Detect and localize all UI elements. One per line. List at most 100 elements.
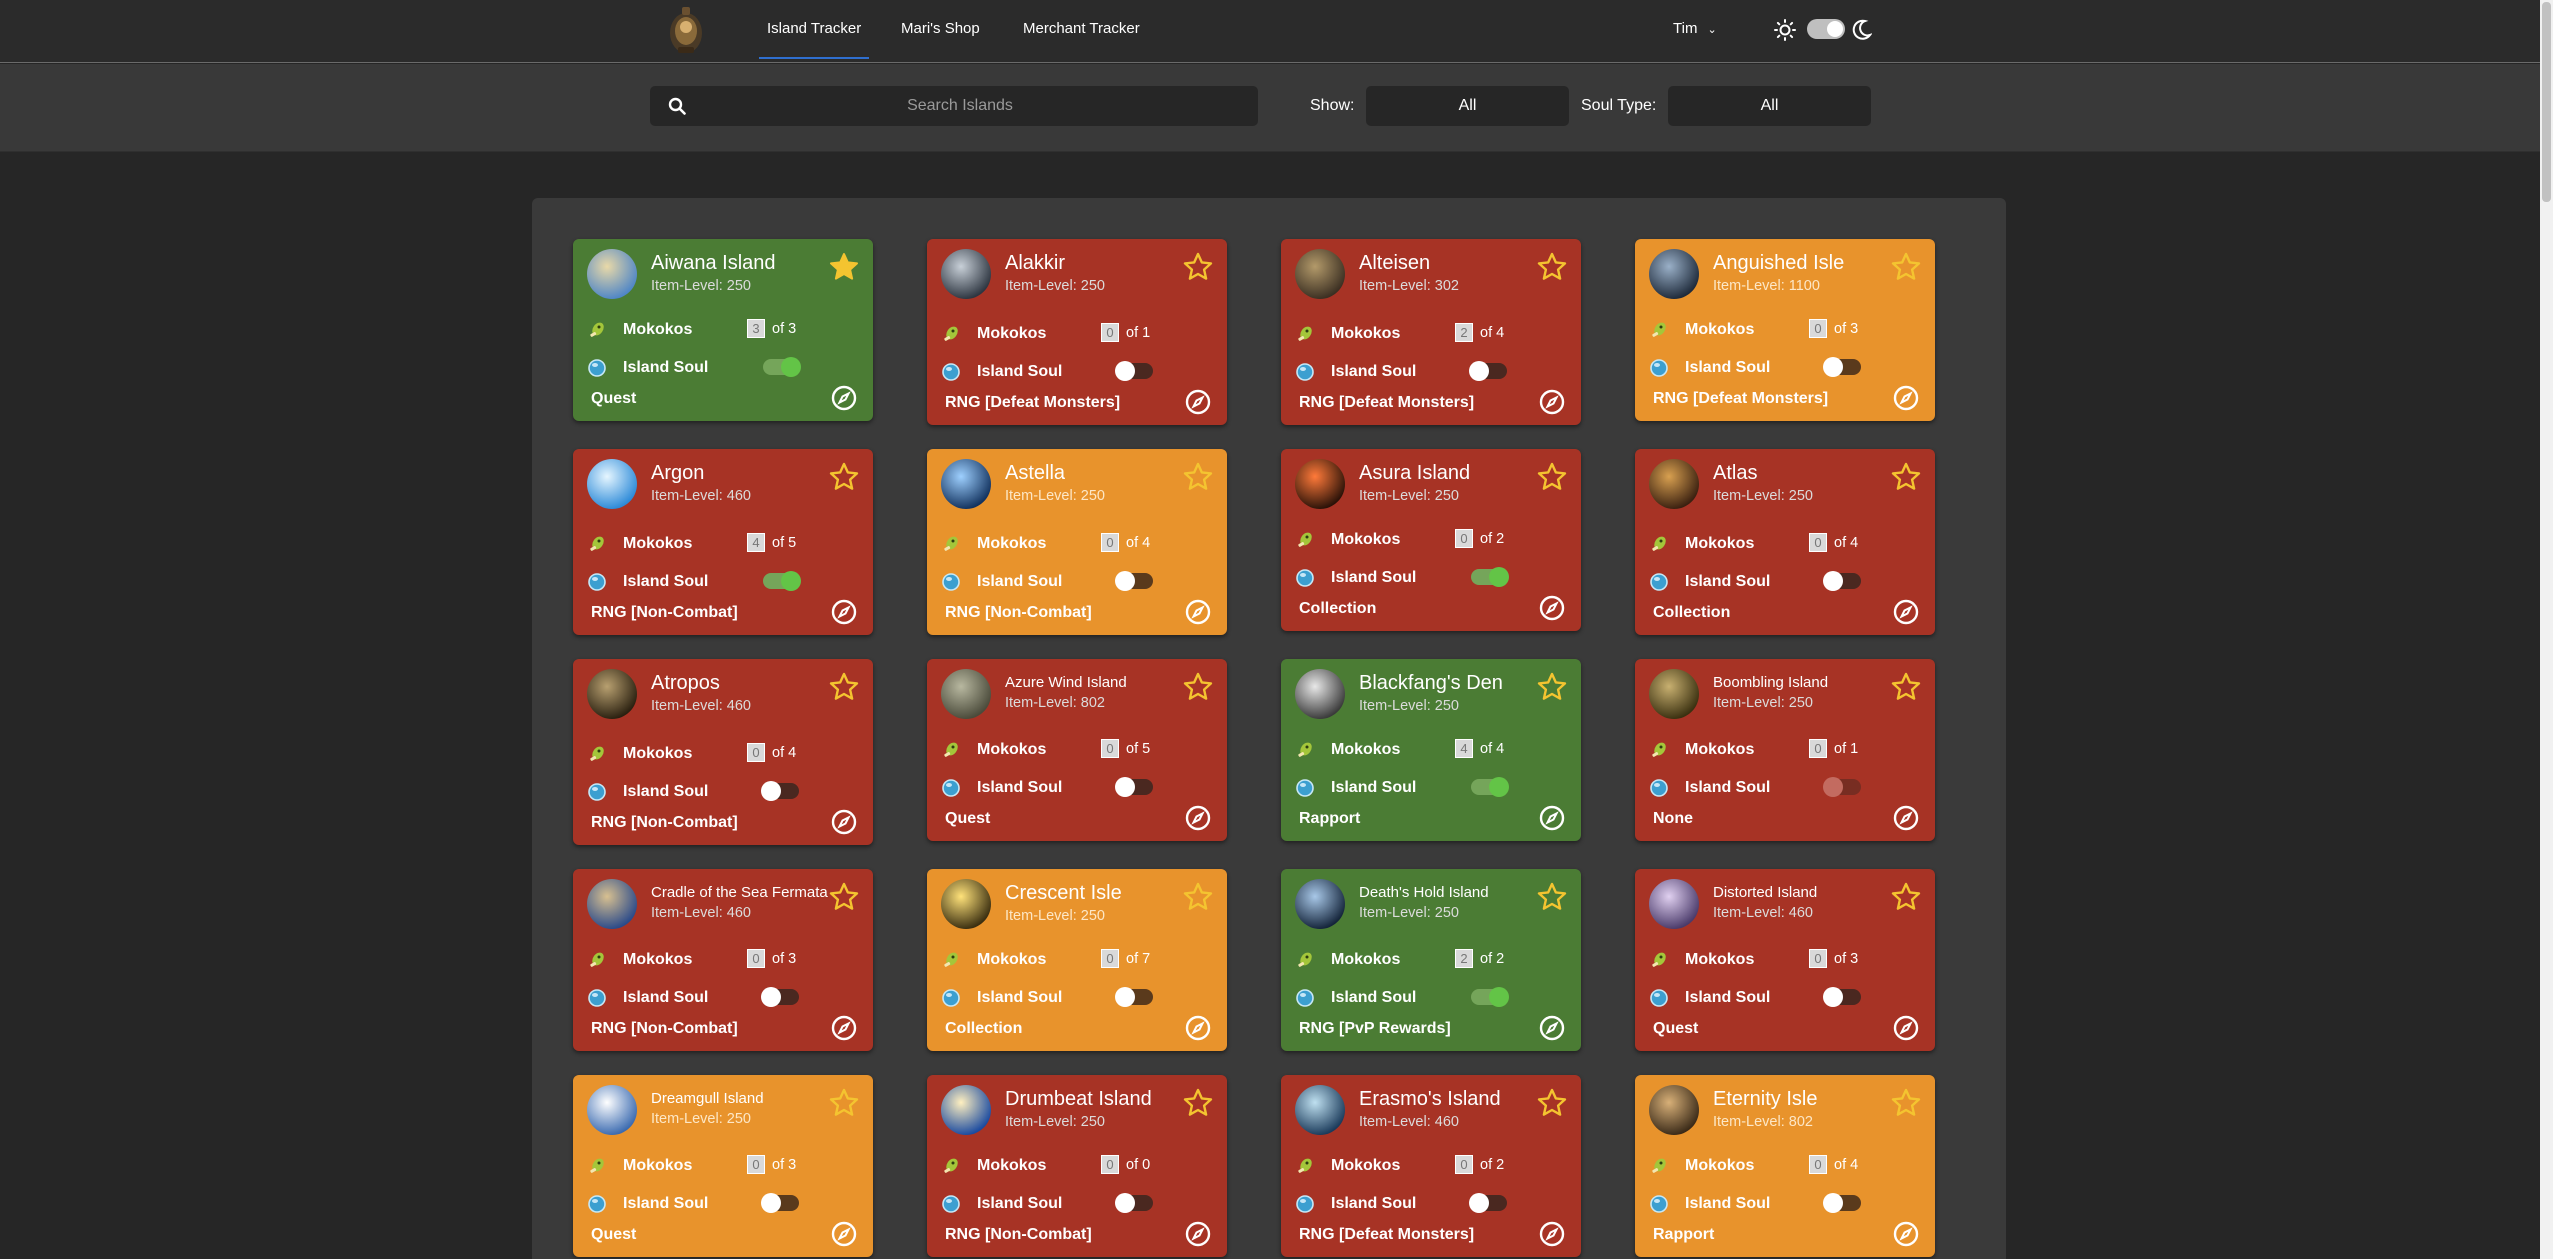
island-soul-toggle[interactable]: [1823, 777, 1861, 797]
island-card[interactable]: Cradle of the Sea Fermata Item-Level: 460…: [573, 869, 873, 1051]
island-soul-toggle[interactable]: [761, 781, 799, 801]
compass-icon[interactable]: [831, 1015, 857, 1041]
mokoko-count[interactable]: 2: [1455, 323, 1473, 342]
island-card[interactable]: Anguished Isle Item-Level: 1100 Mokokos 0 of…: [1635, 239, 1935, 421]
favorite-star-icon[interactable]: [1537, 882, 1567, 912]
nav-maris-shop[interactable]: Mari's Shop: [901, 20, 980, 37]
favorite-star-icon[interactable]: [1183, 462, 1213, 492]
island-card[interactable]: Dreamgull Island Item-Level: 250 Mokokos 0 o…: [573, 1075, 873, 1257]
mokoko-count[interactable]: 0: [1101, 1155, 1119, 1174]
island-soul-toggle[interactable]: [1823, 1193, 1861, 1213]
island-soul-toggle[interactable]: [1115, 987, 1153, 1007]
compass-icon[interactable]: [831, 809, 857, 835]
compass-icon[interactable]: [1185, 599, 1211, 625]
island-soul-toggle[interactable]: [761, 987, 799, 1007]
island-soul-toggle[interactable]: [1823, 571, 1861, 591]
theme-toggle[interactable]: [1807, 19, 1845, 39]
island-card[interactable]: Azure Wind Island Item-Level: 802 Mokokos 0…: [927, 659, 1227, 841]
island-card[interactable]: Atropos Item-Level: 460 Mokokos 0 of 4 Island…: [573, 659, 873, 845]
island-card[interactable]: Alteisen Item-Level: 302 Mokokos 2 of 4 Islan…: [1281, 239, 1581, 425]
scrollbar-thumb[interactable]: [2542, 2, 2551, 202]
island-card[interactable]: Erasmo's Island Item-Level: 460 Mokokos 0 of…: [1281, 1075, 1581, 1257]
app-logo-icon[interactable]: [664, 3, 708, 57]
favorite-star-icon[interactable]: [1891, 252, 1921, 282]
favorite-star-icon[interactable]: [829, 672, 859, 702]
favorite-star-icon[interactable]: [1891, 462, 1921, 492]
nav-island-tracker[interactable]: Island Tracker: [758, 20, 870, 59]
favorite-star-icon[interactable]: [1891, 672, 1921, 702]
favorite-star-icon[interactable]: [1183, 672, 1213, 702]
island-card[interactable]: Argon Item-Level: 460 Mokokos 4 of 5 Island S…: [573, 449, 873, 635]
compass-icon[interactable]: [831, 385, 857, 411]
compass-icon[interactable]: [1539, 595, 1565, 621]
show-select[interactable]: All: [1366, 86, 1569, 126]
island-soul-toggle[interactable]: [1115, 1193, 1153, 1213]
island-soul-toggle[interactable]: [763, 571, 801, 591]
mokoko-count[interactable]: 0: [1455, 529, 1473, 548]
favorite-star-icon[interactable]: [1537, 672, 1567, 702]
island-soul-toggle[interactable]: [1115, 571, 1153, 591]
island-soul-toggle[interactable]: [1469, 1193, 1507, 1213]
island-card[interactable]: Distorted Island Item-Level: 460 Mokokos 0 o…: [1635, 869, 1935, 1051]
mokoko-count[interactable]: 2: [1455, 949, 1473, 968]
mokoko-count[interactable]: 0: [1809, 1155, 1827, 1174]
mokoko-count[interactable]: 4: [747, 533, 765, 552]
mokoko-count[interactable]: 0: [1101, 949, 1119, 968]
island-soul-toggle[interactable]: [1471, 987, 1509, 1007]
user-menu[interactable]: Tim ⌄: [1673, 20, 1717, 37]
page-scrollbar[interactable]: [2540, 0, 2553, 1259]
island-soul-toggle[interactable]: [1115, 777, 1153, 797]
compass-icon[interactable]: [1893, 805, 1919, 831]
search-input[interactable]: [700, 86, 1220, 126]
favorite-star-icon[interactable]: [1891, 882, 1921, 912]
mokoko-count[interactable]: 0: [1455, 1155, 1473, 1174]
compass-icon[interactable]: [1539, 1015, 1565, 1041]
island-soul-toggle[interactable]: [1823, 987, 1861, 1007]
favorite-star-icon[interactable]: [1891, 1088, 1921, 1118]
island-card[interactable]: Eternity Isle Item-Level: 802 Mokokos 0 of 4…: [1635, 1075, 1935, 1257]
mokoko-count[interactable]: 0: [747, 949, 765, 968]
island-soul-toggle[interactable]: [1469, 361, 1507, 381]
compass-icon[interactable]: [1893, 599, 1919, 625]
compass-icon[interactable]: [1185, 1221, 1211, 1247]
island-card[interactable]: Aiwana Island Item-Level: 250 Mokokos 3 of 3…: [573, 239, 873, 421]
mokoko-count[interactable]: 0: [1809, 319, 1827, 338]
island-soul-toggle[interactable]: [1115, 361, 1153, 381]
island-card[interactable]: Drumbeat Island Item-Level: 250 Mokokos 0 of…: [927, 1075, 1227, 1257]
island-soul-toggle[interactable]: [761, 1193, 799, 1213]
favorite-star-icon[interactable]: [829, 1088, 859, 1118]
island-card[interactable]: Crescent Isle Item-Level: 250 Mokokos 0 of 7…: [927, 869, 1227, 1051]
compass-icon[interactable]: [1539, 389, 1565, 415]
compass-icon[interactable]: [1539, 805, 1565, 831]
favorite-star-icon[interactable]: [829, 252, 859, 282]
compass-icon[interactable]: [1893, 385, 1919, 411]
mokoko-count[interactable]: 0: [1101, 323, 1119, 342]
compass-icon[interactable]: [1893, 1015, 1919, 1041]
island-card[interactable]: Atlas Item-Level: 250 Mokokos 0 of 4 Island S…: [1635, 449, 1935, 635]
island-card[interactable]: Death's Hold Island Item-Level: 250 Mokoko…: [1281, 869, 1581, 1051]
favorite-star-icon[interactable]: [1537, 462, 1567, 492]
compass-icon[interactable]: [831, 599, 857, 625]
compass-icon[interactable]: [1893, 1221, 1919, 1247]
mokoko-count[interactable]: 0: [747, 743, 765, 762]
favorite-star-icon[interactable]: [1183, 882, 1213, 912]
compass-icon[interactable]: [1185, 1015, 1211, 1041]
favorite-star-icon[interactable]: [829, 882, 859, 912]
mokoko-count[interactable]: 0: [1809, 949, 1827, 968]
favorite-star-icon[interactable]: [1537, 252, 1567, 282]
soul-type-select[interactable]: All: [1668, 86, 1871, 126]
island-card[interactable]: Blackfang's Den Item-Level: 250 Mokokos 4 of…: [1281, 659, 1581, 841]
mokoko-count[interactable]: 0: [1809, 739, 1827, 758]
favorite-star-icon[interactable]: [1537, 1088, 1567, 1118]
island-card[interactable]: Asura Island Item-Level: 250 Mokokos 0 of 2 I…: [1281, 449, 1581, 631]
island-soul-toggle[interactable]: [1471, 567, 1509, 587]
mokoko-count[interactable]: 3: [747, 319, 765, 338]
compass-icon[interactable]: [1185, 805, 1211, 831]
mokoko-count[interactable]: 0: [747, 1155, 765, 1174]
compass-icon[interactable]: [831, 1221, 857, 1247]
favorite-star-icon[interactable]: [829, 462, 859, 492]
mokoko-count[interactable]: 0: [1809, 533, 1827, 552]
favorite-star-icon[interactable]: [1183, 1088, 1213, 1118]
island-soul-toggle[interactable]: [1471, 777, 1509, 797]
mokoko-count[interactable]: 0: [1101, 533, 1119, 552]
